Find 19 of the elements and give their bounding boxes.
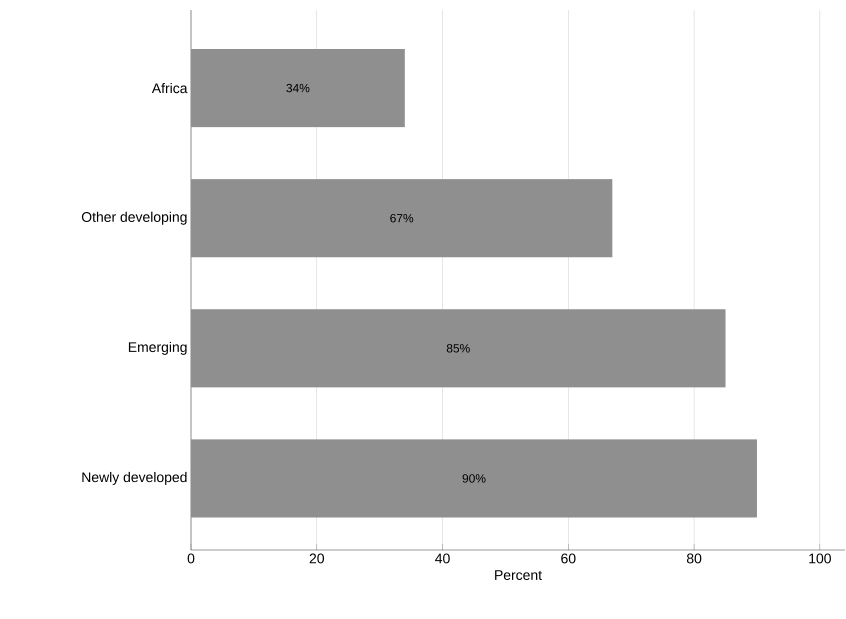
x-tick-label: 100	[809, 554, 831, 564]
data-label: 90%	[462, 474, 486, 483]
bar	[191, 439, 757, 518]
bar	[191, 179, 612, 258]
bar	[191, 309, 726, 388]
y-tick-label: Africa	[152, 82, 188, 94]
x-tick-label: 60	[561, 554, 576, 564]
data-label: 85%	[446, 344, 470, 353]
x-tick-label: 40	[435, 554, 450, 564]
x-axis-title: Percent	[495, 570, 542, 580]
data-label: 34%	[286, 84, 310, 92]
y-tick-label: Other developing	[82, 212, 187, 225]
x-tick-label: 20	[310, 554, 324, 564]
bar	[191, 49, 405, 128]
y-tick-label: Emerging	[128, 342, 187, 355]
x-tick-label: 0	[188, 554, 194, 564]
data-label: 67%	[390, 214, 414, 222]
x-tick-label: 80	[686, 554, 702, 564]
y-tick-label: Newly developed	[82, 472, 187, 485]
